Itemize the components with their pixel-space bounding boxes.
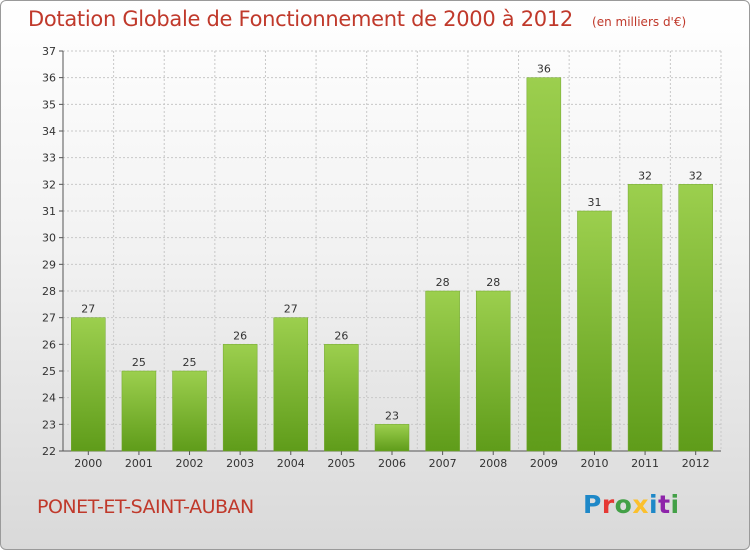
logo-letter: o	[614, 490, 633, 519]
y-tick-label: 27	[42, 312, 56, 325]
bar-2003[interactable]	[222, 344, 258, 452]
y-tick-label: 28	[42, 285, 56, 298]
bar-2009[interactable]	[526, 77, 562, 452]
bar-2010[interactable]	[577, 210, 612, 452]
x-tick-label-2002: 2002	[176, 457, 204, 470]
bar-2000[interactable]	[71, 317, 106, 452]
chart-title: Dotation Globale de Fonctionnement de 20…	[28, 7, 686, 31]
value-label-2009: 36	[537, 63, 551, 76]
x-tick-label-2012: 2012	[682, 457, 710, 470]
x-tick-label-2001: 2001	[125, 457, 153, 470]
commune-name: PONET-ET-SAINT-AUBAN	[37, 496, 254, 518]
x-tick-label-2007: 2007	[429, 457, 457, 470]
value-label-2006: 23	[385, 409, 399, 422]
y-tick-label: 25	[42, 365, 56, 378]
value-label-2003: 26	[233, 329, 247, 342]
x-tick-label-2008: 2008	[479, 457, 507, 470]
x-tick-label-2006: 2006	[378, 457, 406, 470]
axes	[59, 50, 721, 455]
x-tick-label-2011: 2011	[631, 457, 659, 470]
bar-2012[interactable]	[678, 184, 713, 452]
logo-letter: t	[658, 490, 671, 519]
bar-2004[interactable]	[273, 317, 309, 452]
value-label-2002: 25	[183, 356, 197, 369]
x-tick-label-2000: 2000	[74, 457, 102, 470]
bars	[71, 77, 713, 452]
x-tick-label-2005: 2005	[327, 457, 355, 470]
y-tick-label: 33	[42, 152, 56, 165]
y-tick-label: 36	[42, 72, 56, 85]
value-label-2004: 27	[284, 303, 298, 316]
y-tick-label: 29	[42, 258, 56, 271]
bar-2007[interactable]	[425, 290, 460, 452]
y-tick-label: 24	[42, 392, 56, 405]
labels: 22 23 24 25 26 27 28 29 30 31 32 33 34 35 36 37 27 2000 25…	[42, 45, 710, 470]
y-tick-label: 30	[42, 232, 56, 245]
logo-letter: P	[583, 490, 602, 519]
chart-title-text: Dotation Globale de Fonctionnement de 20…	[28, 7, 573, 31]
x-tick-label-2003: 2003	[226, 457, 254, 470]
bar-2005[interactable]	[324, 344, 359, 452]
value-label-2005: 26	[334, 329, 348, 342]
value-label-2010: 31	[587, 196, 601, 209]
value-label-2012: 32	[689, 169, 703, 182]
y-tick-label: 31	[42, 205, 56, 218]
x-tick-label-2010: 2010	[580, 457, 608, 470]
bar-2006[interactable]	[374, 424, 410, 452]
value-label-2007: 28	[436, 276, 450, 289]
proxiti-logo[interactable]: Proxiti	[583, 490, 680, 519]
x-tick-label-2004: 2004	[277, 457, 305, 470]
value-label-2000: 27	[81, 303, 95, 316]
grid-lines	[62, 50, 722, 452]
y-tick-label: 32	[42, 178, 56, 191]
logo-letter: x	[632, 490, 649, 519]
chart-unit-text: (en milliers d'€)	[592, 15, 687, 29]
value-label-2011: 32	[638, 169, 652, 182]
bar-2002[interactable]	[172, 370, 207, 452]
logo-letter: i	[649, 490, 659, 519]
y-tick-label: 23	[42, 418, 56, 431]
logo-letter: i	[670, 490, 680, 519]
value-label-2001: 25	[132, 356, 146, 369]
bar-2011[interactable]	[627, 184, 663, 452]
bar-2001[interactable]	[121, 370, 157, 452]
y-tick-label: 26	[42, 338, 56, 351]
y-tick-label: 34	[42, 125, 56, 138]
x-tick-label-2009: 2009	[530, 457, 558, 470]
y-tick-label: 37	[42, 45, 56, 58]
y-tick-label: 22	[42, 445, 56, 458]
logo-letter: r	[601, 490, 615, 519]
plot-area	[63, 51, 721, 451]
y-tick-label: 35	[42, 98, 56, 111]
value-label-2008: 28	[486, 276, 500, 289]
bar-2008[interactable]	[475, 290, 511, 452]
